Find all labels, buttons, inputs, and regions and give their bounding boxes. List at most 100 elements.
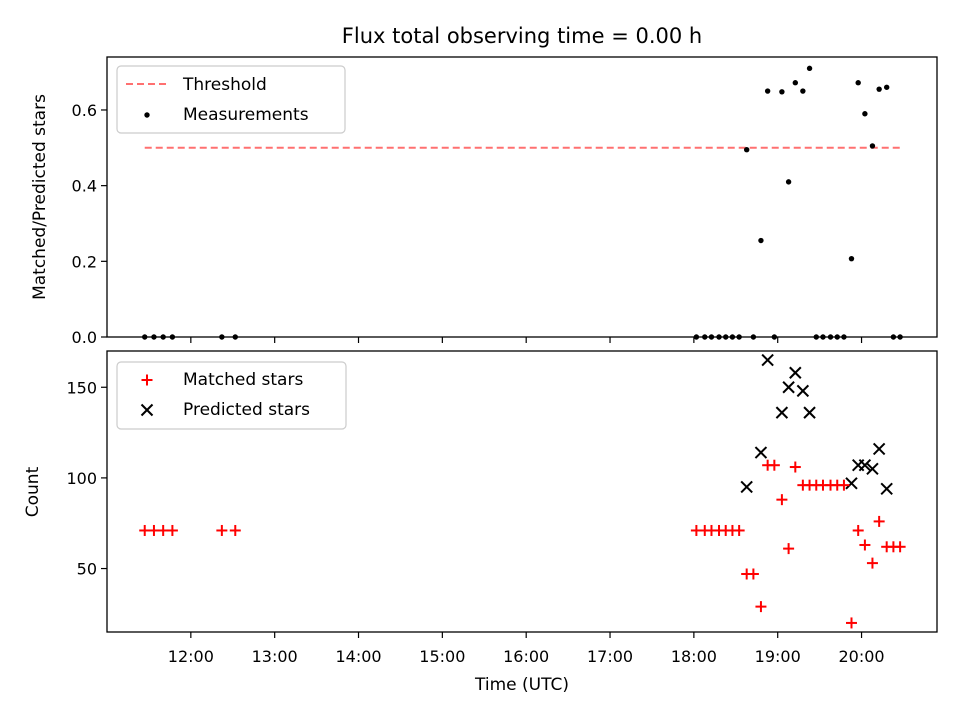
legend-predicted-marker-b [140,403,154,417]
top-legend: Threshold Measurements [116,65,346,134]
measurement-point [758,237,764,244]
measurement-point [792,80,799,86]
top-y-axis-label: Matched/Predicted stars [30,94,50,300]
predicted-point [789,366,802,379]
matched-point [747,568,759,580]
predicted-point [740,480,753,494]
predicted-point [803,406,816,419]
matched-point [755,601,767,613]
measurement-point [779,89,785,95]
legend-predicted-marker [140,403,154,417]
matched-point [894,541,906,553]
predicted-point-b [782,381,795,394]
predicted-point [872,442,886,456]
predicted-point-b [866,462,879,476]
measurement-point [876,86,882,92]
measurement-point [800,88,806,94]
predicted-point-b [789,366,802,379]
predicted-point-b [880,482,893,495]
predicted-point-b [761,353,774,367]
legend-matched-swatch [141,374,153,386]
legend-predicted-label: Predicted stars [183,400,310,420]
predicted-point-b [803,406,816,419]
predicted-point [761,353,774,367]
matched-point [229,524,241,536]
matched-point [859,539,871,551]
predicted-point [796,384,810,398]
predicted-point [858,459,872,472]
predicted-point-b [775,406,789,419]
matched-point [216,524,228,536]
bottom-legend-box [116,361,347,430]
matched-point [166,524,178,536]
matched-point [866,557,878,569]
top-y-tick-label: 0.4 [72,177,97,196]
predicted-point [782,381,795,394]
predicted-point [880,482,893,495]
measurement-point [785,179,792,185]
predicted-point [754,446,768,459]
chart-title: Flux total observing time = 0.00 h [342,24,702,48]
legend-measurements-label: Measurements [183,105,309,125]
matched-point [148,524,160,536]
matched-point [873,515,885,527]
measurement-point [855,80,861,86]
top-x-ticks [190,337,863,343]
predicted-point-b [845,477,858,490]
measurement-point [848,255,855,262]
top-y-tick-label: 0.0 [72,328,97,347]
count-points [139,353,906,629]
bottom-y-axis-label: Count [23,466,43,517]
predicted-point-b [740,480,753,494]
top-y-tick-label: 0.2 [72,252,97,271]
x-tick-label: 17:00 [587,647,633,666]
matched-point [733,524,745,536]
matched-point [776,494,788,506]
x-tick-label: 16:00 [503,647,549,666]
matched-point [838,479,850,491]
legend-measurements-swatch [144,112,150,118]
predicted-point-b [858,459,872,472]
predicted-point [775,406,789,419]
bottom-y-ticks: 50 100 150 [66,378,107,579]
predicted-point [866,462,879,476]
x-tick-label: 18:00 [671,647,717,666]
bottom-plot-frame [106,350,938,633]
top-legend-box [116,65,346,134]
top-plot-frame [106,56,938,338]
measurement-point [743,147,750,153]
bottom-x-ticks: 12:00 13:00 14:00 15:00 16:00 17:00 18:00 19:00… [168,632,885,666]
x-tick-label: 12:00 [168,647,214,666]
measurement-point [883,84,890,90]
bottom-y-tick-label: 150 [66,378,97,397]
top-y-ticks: 0.0 0.2 0.4 0.6 [72,101,107,347]
legend-predicted-swatch [140,403,154,417]
legend-matched-marker [141,374,153,386]
bottom-panel: Count Time (UTC) 50 100 150 12:00 13:00 14:0… [23,350,938,695]
matched-point [139,524,151,536]
bottom-y-tick-label: 50 [77,560,97,579]
measurement-point [862,111,868,117]
matched-point [768,459,780,471]
predicted-point-b [754,446,768,459]
x-tick-label: 14:00 [335,647,381,666]
legend-threshold-label: Threshold [182,75,267,95]
x-tick-label: 20:00 [838,647,884,666]
predicted-point-b [796,384,810,398]
measurement-point [806,65,813,72]
measurement-point [869,143,876,149]
matched-point [157,524,169,536]
legend-matched-label: Matched stars [183,370,303,390]
matched-point [845,617,857,629]
x-tick-label: 15:00 [419,647,465,666]
predicted-point [845,477,858,490]
matched-point [852,524,864,536]
x-tick-label: 19:00 [755,647,801,666]
x-tick-label: 13:00 [252,647,298,666]
top-y-tick-label: 0.6 [72,101,97,120]
measurement-point [764,88,771,94]
bottom-legend: Matched stars Predicted stars [116,361,347,430]
top-panel: Flux total observing time = 0.00 h Match… [30,24,938,347]
bottom-y-tick-label: 100 [66,469,97,488]
